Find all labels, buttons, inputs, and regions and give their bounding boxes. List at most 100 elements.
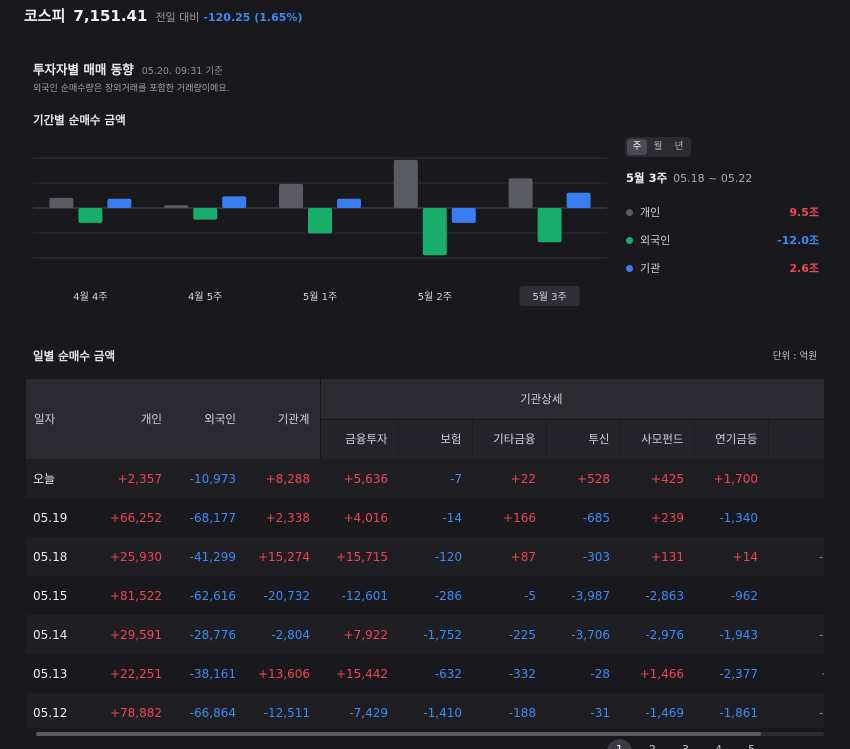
x-tick-label[interactable]: 5월 2주 (418, 291, 452, 303)
cell-value: +528 (546, 459, 620, 498)
cell-value: -2,377 (694, 654, 768, 693)
bar-individual[interactable] (508, 178, 533, 208)
cell-value: +13,606 (246, 654, 320, 693)
cell-value: -17 (768, 459, 824, 498)
cell-value: -632 (398, 654, 472, 693)
cell-date: 05.19 (26, 498, 98, 537)
col-header-sub: 금융투자 (319, 419, 398, 459)
cell-value: -962 (694, 576, 768, 615)
cell-value: -12,511 (246, 693, 320, 728)
table-row: 05.14 +29,591 -28,776 -2,804 +7,922 -1,752 -22… (26, 615, 824, 654)
cell-value: +22,251 (98, 654, 172, 693)
section-header: 투자자별 매매 동향 05.20. 09:31 기준 (33, 59, 223, 78)
bar-institution[interactable] (451, 208, 476, 223)
page-button[interactable]: 4 (706, 739, 731, 749)
cell-value: -286 (398, 576, 472, 615)
col-header-sub: 연기금등 (693, 419, 768, 459)
cell-value: -31 (546, 693, 620, 728)
bar-foreign[interactable] (537, 208, 562, 243)
cell-date: 05.14 (26, 615, 98, 654)
index-header: 코스피 7,151.41 전일 대비 -120.25 (1.65%) (24, 5, 302, 26)
cell-value: -28,776 (172, 615, 246, 654)
cell-value: +2,338 (246, 498, 320, 537)
cell-value: -43 (768, 498, 824, 537)
cell-value: +66 (768, 654, 824, 693)
x-tick-label[interactable]: 5월 3주 (532, 291, 566, 303)
unit-label: 단위 : 억원 (772, 351, 817, 362)
cell-value: -1,410 (398, 693, 472, 728)
col-header-sub: 은행 (767, 419, 824, 459)
cell-value: -41,299 (172, 537, 246, 576)
bar-foreign[interactable] (78, 208, 103, 223)
cell-value: +29,591 (98, 615, 172, 654)
table-row: 05.13 +22,251 -38,161 +13,606 +15,442 -632 -33… (26, 654, 824, 693)
index-price: 7,151.41 (73, 7, 148, 25)
period-toggle-option[interactable]: 주 (627, 139, 647, 155)
cell-value: +1,700 (694, 459, 768, 498)
page-button[interactable]: 2 (640, 739, 665, 749)
period-toggle-option[interactable]: 월 (653, 141, 663, 152)
cell-value: -2,804 (246, 615, 320, 654)
cell-value: -1,340 (694, 498, 768, 537)
institution-detail-label: 기관상세 (520, 391, 563, 406)
col-header-sub: 보험 (397, 419, 472, 459)
x-tick-label[interactable]: 5월 1주 (303, 291, 337, 303)
page-button[interactable]: 3 (673, 739, 698, 749)
section-note: 외국인 순매수량은 장외거래를 포함한 거래량이에요. (33, 84, 230, 94)
cell-value: +131 (620, 537, 694, 576)
col-header-sub: 기타금융 (471, 419, 546, 459)
table-row: 05.15 +81,522 -62,616 -20,732 -12,601 -286 -5-… (26, 576, 824, 615)
horizontal-scrollbar[interactable] (36, 732, 824, 736)
selected-week-info: 5월 3주 05.18 ~ 05.22 (626, 170, 752, 186)
cell-value: -685 (546, 498, 620, 537)
selected-week: 5월 3주 (626, 171, 668, 185)
cell-value: -28 (546, 654, 620, 693)
col-header-institution-detail: 기관상세 (319, 379, 824, 420)
cell-value: +2,357 (98, 459, 172, 498)
index-change: -120.25 (1.65%) (203, 11, 303, 24)
bar-institution[interactable] (107, 198, 132, 208)
compare-label: 전일 대비 (155, 11, 200, 24)
cell-value: -10,973 (172, 459, 246, 498)
bar-individual[interactable] (164, 205, 189, 208)
bar-foreign[interactable] (308, 208, 332, 234)
legend-item-institution: 기관 2.6조 (626, 260, 819, 276)
scrollbar-thumb[interactable] (36, 732, 761, 736)
bar-institution[interactable] (222, 196, 247, 208)
x-tick-label[interactable]: 4월 5주 (188, 291, 222, 303)
bar-foreign[interactable] (193, 208, 218, 220)
cell-value: +1,466 (620, 654, 694, 693)
cell-value: -7,429 (320, 693, 398, 728)
bar-foreign[interactable] (422, 208, 447, 256)
bar-institution[interactable] (337, 198, 361, 208)
cell-value: -1,861 (694, 693, 768, 728)
col-header-individual: 개인 (98, 379, 172, 459)
cell-value: -62,616 (172, 576, 246, 615)
period-toggle-option[interactable]: 년 (674, 141, 684, 152)
cell-value: -25 (768, 576, 824, 615)
col-header-sub: 사모펀드 (619, 419, 694, 459)
x-tick-label[interactable]: 4월 4주 (73, 291, 107, 303)
daily-table-container[interactable]: 일자 개인 외국인 기관계 기관상세 금융투자보험기타금융투신사모펀드연기금등은… (26, 379, 824, 728)
cell-date: 05.18 (26, 537, 98, 576)
col-header-sub: 투신 (545, 419, 620, 459)
bar-individual[interactable] (279, 183, 303, 208)
cell-value: -68,177 (172, 498, 246, 537)
cell-value: +22 (472, 459, 546, 498)
cell-value: +7,922 (320, 615, 398, 654)
cell-value: +15,715 (320, 537, 398, 576)
page-button[interactable]: 1 (607, 739, 632, 749)
page-button[interactable]: 5 (739, 739, 764, 749)
bar-individual[interactable] (49, 197, 74, 208)
cell-value: -1,943 (694, 615, 768, 654)
legend-dot (626, 208, 633, 216)
cell-value: -12,601 (320, 576, 398, 615)
bar-institution[interactable] (566, 192, 591, 208)
bar-individual[interactable] (393, 159, 418, 208)
cell-value: -251 (768, 537, 824, 576)
cell-value: -2,976 (620, 615, 694, 654)
cell-value: +425 (620, 459, 694, 498)
cell-value: -14 (398, 498, 472, 537)
legend-item-foreign: 외국인 -12.0조 (626, 232, 819, 248)
